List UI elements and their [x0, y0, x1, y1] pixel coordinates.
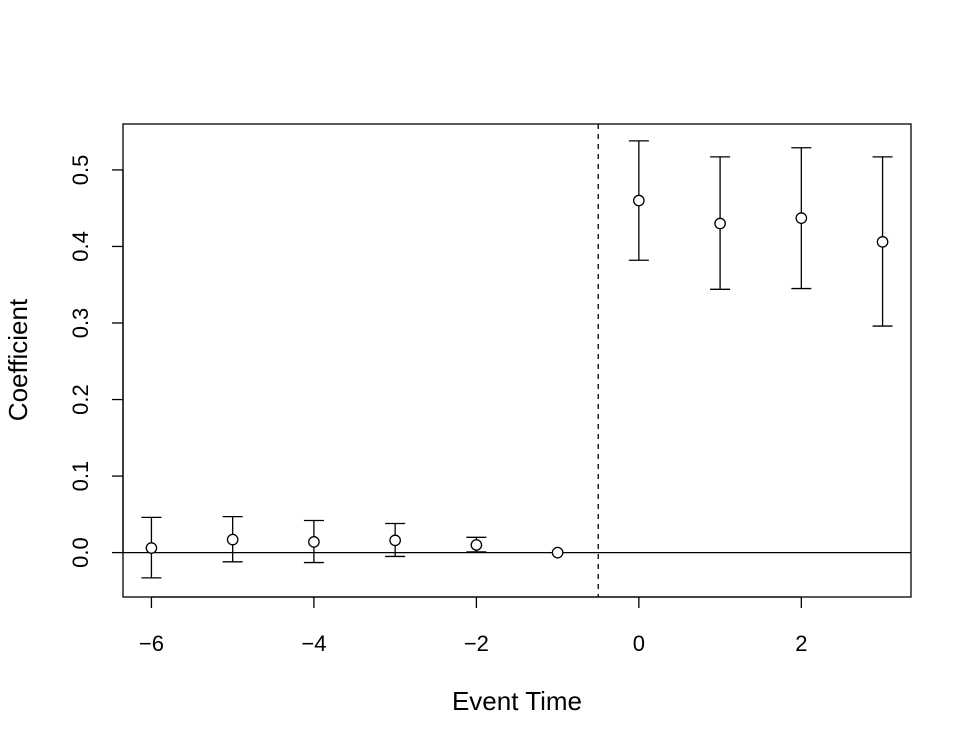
- x-tick-label: 0: [633, 631, 645, 656]
- data-point: [633, 194, 645, 207]
- reference-lines: [123, 124, 911, 597]
- y-tick-label: 0.5: [68, 155, 93, 186]
- data-point: [389, 534, 401, 547]
- data-point: [308, 536, 320, 548]
- data-point: [145, 542, 158, 554]
- y-tick-label: 0.3: [68, 308, 93, 339]
- y-tick-label: 0.1: [68, 461, 93, 492]
- y-axis-label: Coefficient: [3, 298, 33, 421]
- y-tick-label: 0.4: [68, 231, 93, 262]
- data-points: [145, 194, 889, 559]
- data-point: [470, 539, 483, 551]
- x-tick-label: −4: [301, 631, 326, 656]
- y-axis: 0.0 0.1 0.2 0.3 0.4 0.5: [68, 155, 124, 568]
- data-point: [876, 236, 889, 248]
- x-tick-label: −2: [464, 631, 489, 656]
- y-tick-label: 0.2: [68, 384, 93, 415]
- x-tick-label: 2: [795, 631, 807, 656]
- data-point: [551, 546, 564, 559]
- x-tick-label: −6: [139, 631, 164, 656]
- data-point: [226, 533, 239, 546]
- data-point: [714, 217, 726, 230]
- y-tick-label: 0.0: [68, 537, 93, 568]
- plot-frame: [122, 123, 912, 598]
- x-axis: −6 −4 −2 0 2: [139, 596, 807, 656]
- x-axis-label: Event Time: [452, 686, 582, 716]
- error-bars: [141, 140, 893, 579]
- data-point: [795, 212, 808, 224]
